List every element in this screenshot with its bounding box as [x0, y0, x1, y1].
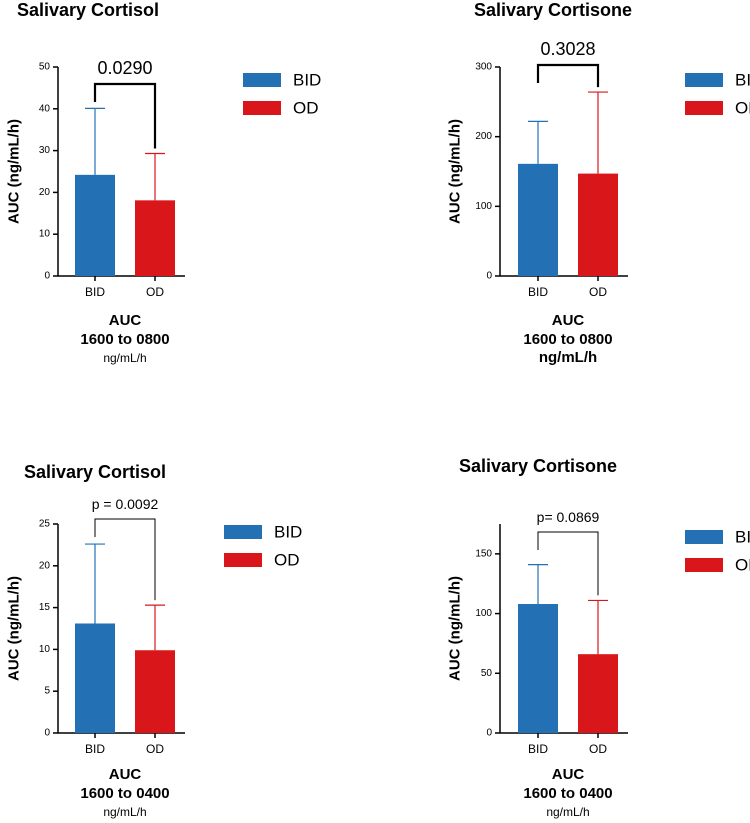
y-tick-label: 0: [44, 271, 50, 282]
x-axis-label-line2: 1600 to 0800: [523, 331, 612, 348]
x-tick-label: BID: [85, 285, 105, 299]
legend-swatch-od: [685, 558, 723, 572]
bar-bid: [75, 623, 115, 733]
chart-panel-3: Salivary Cortisol AUC (ng/mL/h) 0 5 10 15 20 25…: [6, 462, 303, 819]
p-value-label: p= 0.0869: [537, 509, 600, 525]
chart-panel-4: Salivary Cortisone AUC (ng/mL/h) 0 50 100 150…: [447, 456, 750, 819]
legend-swatch-od: [224, 553, 262, 567]
y-tick-label: 20: [39, 187, 51, 198]
y-tick-label: 100: [475, 608, 492, 619]
legend-swatch-od: [685, 101, 723, 115]
x-axis-unit: ng/mL/h: [103, 351, 146, 365]
x-axis-label-line1: AUC: [109, 766, 142, 783]
bar-bid: [75, 174, 115, 276]
significance-bracket: [94, 518, 156, 601]
legend-label-od: OD: [735, 556, 750, 575]
legend-label-od: OD: [735, 99, 750, 118]
y-tick-label: 15: [39, 602, 51, 613]
y-tick-label: 10: [39, 229, 51, 240]
significance-bracket: [537, 531, 599, 596]
x-axis-label-line1: AUC: [109, 312, 142, 329]
chart-title: Salivary Cortisol: [24, 462, 166, 482]
y-tick-label: 300: [475, 62, 492, 73]
bar-od: [135, 650, 175, 733]
p-value-label: p = 0.0092: [92, 496, 159, 512]
x-tick-label: OD: [146, 285, 164, 299]
legend-swatch-bid: [224, 525, 262, 539]
y-tick-label: 50: [481, 668, 493, 679]
bar-od: [578, 654, 618, 733]
x-tick-label: OD: [589, 742, 607, 756]
p-value-label: 0.3028: [540, 39, 595, 59]
y-tick-label: 30: [39, 145, 51, 156]
chart-title: Salivary Cortisone: [459, 456, 617, 476]
y-tick-label: 0: [486, 728, 492, 739]
x-tick-label: BID: [528, 285, 548, 299]
legend-label-bid: BID: [293, 71, 321, 90]
bar-od: [135, 200, 175, 276]
x-axis-label-line2: 1600 to 0400: [80, 785, 169, 802]
bar-bid: [518, 163, 558, 276]
x-axis-label-line2: 1600 to 0400: [523, 785, 612, 802]
legend-label-bid: BID: [735, 528, 750, 547]
legend-swatch-bid: [685, 530, 723, 544]
x-axis-unit: ng/mL/h: [539, 349, 597, 366]
x-tick-label: OD: [146, 742, 164, 756]
x-tick-label: OD: [589, 285, 607, 299]
legend-label-bid: BID: [735, 71, 750, 90]
legend-label-od: OD: [293, 99, 319, 118]
legend-label-od: OD: [274, 551, 300, 570]
chart-panel-1: Salivary Cortisol AUC (ng/mL/h) 0 10 20 30 40 5…: [6, 0, 322, 365]
y-axis-label: AUC (ng/mL/h): [447, 119, 464, 224]
legend-swatch-bid: [685, 73, 723, 87]
p-value-label: 0.0290: [97, 58, 152, 78]
y-tick-label: 200: [475, 131, 492, 142]
chart-panel-2: Salivary Cortisone AUC (ng/mL/h) 0 100 200 30…: [447, 0, 750, 366]
x-tick-label: BID: [528, 742, 548, 756]
x-axis-unit: ng/mL/h: [546, 805, 589, 819]
y-tick-label: 40: [39, 103, 51, 114]
bar-od: [578, 173, 618, 276]
significance-bracket: [93, 82, 157, 149]
y-tick-label: 100: [475, 201, 492, 212]
x-axis-label-line1: AUC: [552, 766, 585, 783]
y-axis-label: AUC (ng/mL/h): [6, 576, 23, 681]
y-tick-label: 10: [39, 644, 51, 655]
legend-label-bid: BID: [274, 523, 302, 542]
y-tick-label: 150: [475, 548, 492, 559]
y-tick-label: 0: [486, 271, 492, 282]
significance-bracket: [536, 63, 600, 88]
legend-swatch-od: [243, 101, 281, 115]
y-tick-label: 0: [44, 728, 50, 739]
y-tick-label: 25: [39, 519, 51, 530]
y-axis-label: AUC (ng/mL/h): [447, 576, 464, 681]
chart-title: Salivary Cortisol: [17, 0, 159, 20]
y-tick-label: 50: [39, 62, 51, 73]
bar-bid: [518, 604, 558, 733]
y-tick-label: 5: [44, 686, 50, 697]
chart-title: Salivary Cortisone: [474, 0, 632, 20]
y-axis-label: AUC (ng/mL/h): [6, 119, 23, 224]
legend-swatch-bid: [243, 73, 281, 87]
x-axis-label-line1: AUC: [552, 312, 585, 329]
x-axis-label-line2: 1600 to 0800: [80, 331, 169, 348]
y-tick-label: 20: [39, 560, 51, 571]
x-tick-label: BID: [85, 742, 105, 756]
x-axis-unit: ng/mL/h: [103, 805, 146, 819]
